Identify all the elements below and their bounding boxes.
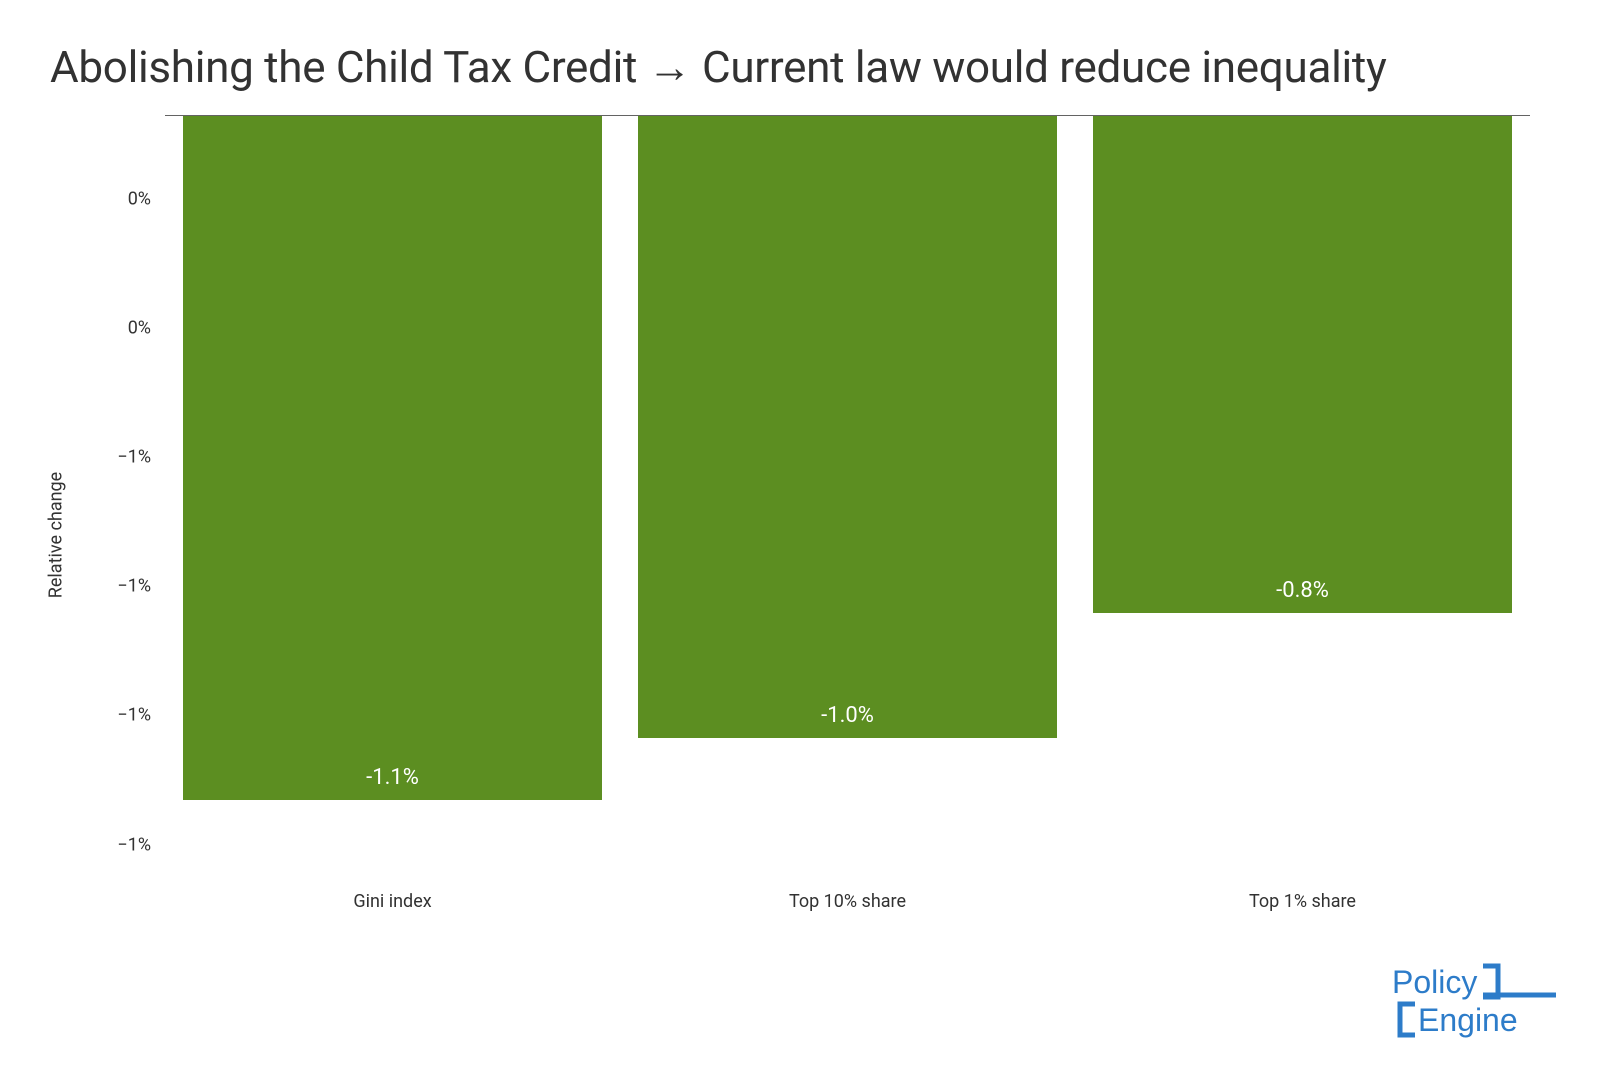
bar-value-label: -1.0% (638, 703, 1057, 728)
logo-text-engine: Engine (1418, 1002, 1518, 1038)
bar-slot: -1.0% Top 10% share (620, 115, 1075, 875)
x-tick-label: Top 1% share (1075, 875, 1530, 912)
policyengine-logo: Policy Engine (1370, 963, 1560, 1041)
plot-area: 0% 0% −1% −1% −1% −1% -1.1% Gini index (165, 115, 1530, 875)
y-tick: −1% (117, 705, 165, 726)
zero-line (165, 115, 1530, 116)
y-tick: 0% (128, 188, 165, 209)
x-tick-label: Top 10% share (620, 875, 1075, 912)
y-tick: −1% (117, 834, 165, 855)
bar-top1: -0.8% (1093, 115, 1512, 613)
bar-top10: -1.0% (638, 115, 1057, 738)
y-tick: −1% (117, 576, 165, 597)
chart-container: Abolishing the Child Tax Credit → Curren… (0, 0, 1600, 1066)
bar-value-label: -1.1% (183, 765, 602, 790)
chart-area: Relative change 0% 0% −1% −1% −1% −1% -1… (50, 115, 1550, 955)
bars-group: -1.1% Gini index -1.0% Top 10% share -0.… (165, 115, 1530, 875)
bar-value-label: -0.8% (1093, 578, 1512, 603)
bar-gini: -1.1% (183, 115, 602, 800)
y-tick: −1% (117, 447, 165, 468)
logo-text-policy: Policy (1392, 964, 1477, 1000)
bar-slot: -1.1% Gini index (165, 115, 620, 875)
y-tick: 0% (128, 317, 165, 338)
bar-slot: -0.8% Top 1% share (1075, 115, 1530, 875)
chart-title: Abolishing the Child Tax Credit → Curren… (50, 40, 1550, 95)
x-tick-label: Gini index (165, 875, 620, 912)
plot-inner: 0% 0% −1% −1% −1% −1% -1.1% Gini index (165, 115, 1530, 875)
y-axis-label: Relative change (46, 472, 67, 598)
